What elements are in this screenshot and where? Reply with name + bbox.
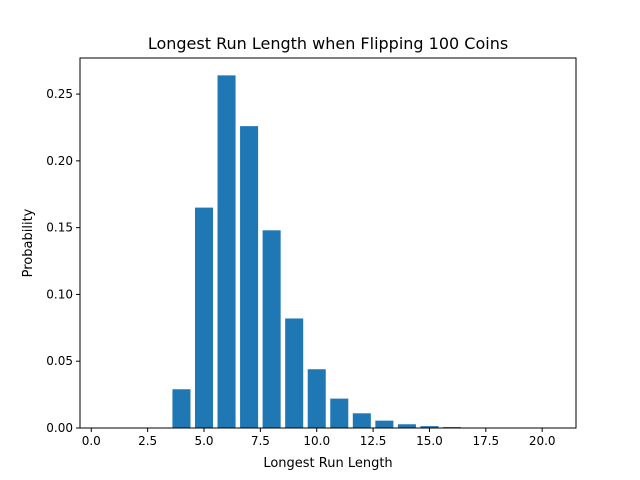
bar-15: [420, 426, 439, 428]
x-tick-label: 7.5: [251, 434, 270, 448]
x-tick-label: 15.0: [416, 434, 443, 448]
chart-title: Longest Run Length when Flipping 100 Coi…: [148, 34, 508, 53]
bar-9: [285, 318, 304, 428]
x-tick-label: 2.5: [138, 434, 157, 448]
bar-8: [262, 230, 281, 428]
bar-7: [240, 126, 259, 428]
x-tick-label: 12.5: [360, 434, 387, 448]
y-tick-label: 0.20: [46, 154, 73, 168]
y-axis-label: Probability: [21, 208, 36, 277]
y-tick-label: 0.10: [46, 287, 73, 301]
plot-frame: [79, 57, 577, 429]
x-tick-label: 20.0: [529, 434, 556, 448]
bar-10: [307, 369, 326, 428]
x-tick-label: 5.0: [194, 434, 213, 448]
y-tick-label: 0.00: [46, 421, 73, 435]
bar-4: [172, 389, 191, 428]
bar-13: [375, 420, 394, 428]
x-tick-label: 10.0: [303, 434, 330, 448]
x-axis-label: Longest Run Length: [263, 456, 392, 471]
y-tick-label: 0.25: [46, 87, 73, 101]
x-tick-label: 0.0: [82, 434, 101, 448]
bar-11: [330, 398, 349, 428]
bars-group: [172, 75, 529, 428]
bar-14: [397, 424, 416, 428]
x-tick-label: 17.5: [472, 434, 499, 448]
bar-5: [194, 207, 214, 428]
bar-6: [217, 75, 236, 428]
bar-12: [352, 413, 371, 428]
x-axis-ticks: 0.0 2.5 5.0 7.5 10.0 12.5 15.0 17.5 20.0: [82, 428, 556, 448]
y-tick-label: 0.05: [46, 354, 73, 368]
y-axis-ticks: 0.00 0.05 0.10 0.15 0.20 0.25: [46, 87, 80, 435]
y-tick-label: 0.15: [46, 221, 73, 235]
